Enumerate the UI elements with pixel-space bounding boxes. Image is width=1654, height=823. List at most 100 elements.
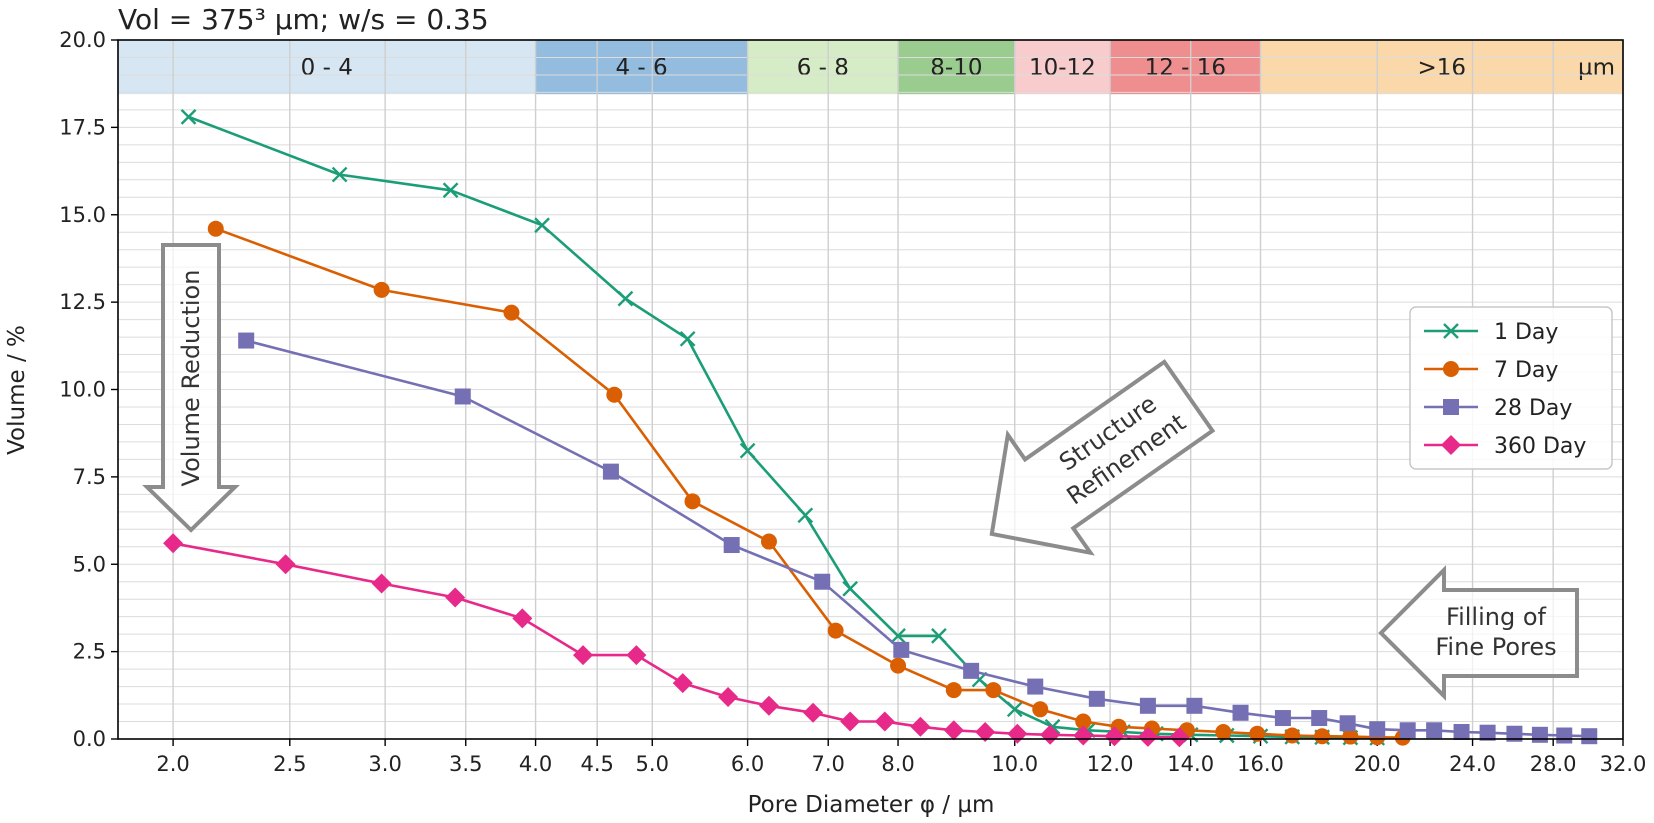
data-point bbox=[1040, 724, 1061, 745]
y-tick-label: 7.5 bbox=[73, 465, 106, 489]
series-1 bbox=[207, 220, 1411, 746]
data-point bbox=[943, 720, 964, 741]
data-point bbox=[331, 166, 348, 183]
data-series bbox=[163, 109, 1598, 748]
data-point bbox=[890, 657, 907, 674]
y-tick-label: 10.0 bbox=[59, 378, 106, 402]
marker-stroke bbox=[1443, 323, 1459, 339]
data-point bbox=[626, 645, 647, 666]
data-point bbox=[963, 662, 980, 679]
grid-lines bbox=[118, 40, 1624, 739]
filling-fine-pores-arrow-shape bbox=[1378, 565, 1579, 701]
data-point bbox=[373, 281, 390, 298]
data-point bbox=[534, 217, 550, 234]
data-point bbox=[1169, 727, 1190, 748]
data-point bbox=[1137, 726, 1158, 747]
y-tick-label: 20.0 bbox=[59, 28, 106, 52]
legend-box bbox=[1409, 306, 1613, 470]
data-point bbox=[985, 682, 1002, 699]
marker-stroke bbox=[1006, 701, 1023, 718]
series-line-2 bbox=[245, 339, 1590, 738]
legend-marker-1 bbox=[1443, 361, 1459, 377]
data-point bbox=[1104, 726, 1125, 747]
x-tick-label: 14.0 bbox=[1167, 752, 1214, 776]
y-tick-label: 5.0 bbox=[73, 552, 106, 576]
volume-reduction-arrow-shape bbox=[142, 243, 240, 533]
data-point bbox=[1232, 704, 1249, 721]
data-point bbox=[758, 695, 779, 716]
x-tick-label: 4.5 bbox=[580, 752, 613, 776]
data-point bbox=[797, 507, 814, 524]
chart-title: Vol = 375³ µm; w/s = 0.35 bbox=[118, 3, 489, 36]
marker-stroke bbox=[842, 580, 859, 597]
legend: 1 Day 7 Day 28 Day 360 Day bbox=[1409, 306, 1613, 470]
data-point bbox=[573, 645, 594, 666]
data-point bbox=[684, 493, 701, 510]
marker-stroke bbox=[739, 442, 756, 459]
x-tick-label: 28.0 bbox=[1530, 752, 1577, 776]
data-point bbox=[1249, 725, 1266, 742]
data-point bbox=[1339, 715, 1356, 732]
x-axis-label: Pore Diameter φ / µm bbox=[748, 792, 995, 818]
marker-stroke bbox=[534, 217, 550, 234]
data-point bbox=[1073, 725, 1094, 746]
band-6 bbox=[1260, 40, 1623, 95]
band-label-2: 6 - 8 bbox=[797, 55, 849, 81]
data-point bbox=[371, 573, 392, 594]
x-tick-label: 24.0 bbox=[1449, 752, 1496, 776]
band-2 bbox=[747, 40, 899, 95]
data-point bbox=[1581, 728, 1598, 745]
band-5 bbox=[1110, 40, 1261, 95]
data-point bbox=[617, 290, 634, 307]
marker-stroke bbox=[442, 182, 459, 199]
data-point bbox=[442, 182, 459, 199]
band-label-5: 12 - 16 bbox=[1145, 55, 1226, 81]
data-point bbox=[739, 442, 756, 459]
data-point bbox=[1215, 724, 1232, 741]
data-point bbox=[1075, 713, 1092, 730]
data-point bbox=[910, 716, 931, 737]
data-point bbox=[890, 628, 906, 644]
data-point bbox=[803, 702, 824, 723]
structure-refinement-arrow-shape bbox=[989, 359, 1216, 556]
band-3 bbox=[898, 40, 1015, 95]
data-point bbox=[842, 580, 859, 597]
marker-stroke bbox=[180, 109, 197, 125]
data-point bbox=[503, 304, 520, 321]
legend-marker-2 bbox=[1443, 399, 1459, 415]
band-label-4: 10-12 bbox=[1029, 55, 1096, 81]
marker-stroke bbox=[931, 628, 947, 644]
marker-stroke bbox=[617, 290, 634, 307]
data-point bbox=[672, 673, 693, 694]
series-line-3 bbox=[172, 542, 1180, 739]
band-label-3: 8-10 bbox=[930, 55, 982, 81]
data-point bbox=[1479, 724, 1496, 741]
data-point bbox=[1369, 721, 1386, 738]
data-point bbox=[760, 533, 777, 550]
y-tick-label: 0.0 bbox=[73, 727, 106, 751]
x-tick-label: 4.0 bbox=[519, 752, 552, 776]
data-point bbox=[1032, 701, 1049, 718]
data-point bbox=[1314, 728, 1331, 745]
data-point bbox=[1088, 690, 1105, 707]
x-tick-label: 10.0 bbox=[991, 752, 1038, 776]
filling-fine-pores-label-line1: Filling of bbox=[1446, 603, 1546, 631]
x-tick-label: 12.0 bbox=[1087, 752, 1134, 776]
data-point bbox=[1007, 723, 1028, 744]
data-point bbox=[827, 622, 844, 639]
data-point bbox=[1274, 710, 1291, 727]
data-point bbox=[1556, 727, 1573, 744]
band-4 bbox=[1014, 40, 1111, 95]
legend-label-2: 28 Day bbox=[1494, 396, 1572, 421]
y-tick-label: 12.5 bbox=[59, 290, 106, 314]
data-point bbox=[840, 711, 861, 732]
data-point bbox=[445, 587, 466, 608]
data-point bbox=[718, 687, 739, 708]
x-tick-label: 7.0 bbox=[812, 752, 845, 776]
data-point bbox=[602, 463, 619, 480]
data-point bbox=[275, 554, 296, 575]
data-point bbox=[1531, 726, 1548, 743]
data-point bbox=[679, 330, 696, 347]
x-tick-label: 3.0 bbox=[368, 752, 401, 776]
data-point bbox=[723, 537, 740, 554]
